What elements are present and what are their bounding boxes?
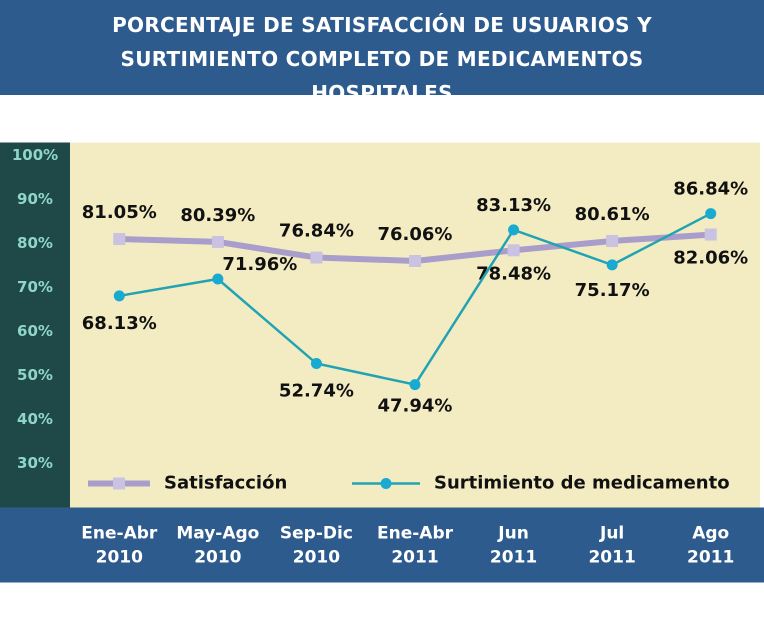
- marker: [310, 251, 323, 264]
- y-tick-label: 40%: [17, 410, 53, 428]
- y-tick-label: 90%: [17, 190, 53, 208]
- legend-marker: [113, 477, 125, 490]
- marker: [704, 228, 717, 241]
- data-label: 78.48%: [476, 263, 551, 284]
- marker: [508, 224, 520, 236]
- data-label: 76.84%: [279, 221, 354, 242]
- y-tick-label: 70%: [17, 278, 53, 296]
- marker: [606, 259, 618, 271]
- data-label: 47.94%: [378, 396, 453, 417]
- y-tick-label: 100%: [12, 146, 58, 164]
- y-tick-label: 80%: [17, 234, 53, 252]
- data-label: 71.96%: [222, 254, 297, 275]
- marker: [310, 358, 322, 370]
- chart-title: PORCENTAJE DE SATISFACCIÓN DE USUARIOS Y…: [0, 0, 764, 105]
- y-axis-band: [0, 142, 70, 508]
- y-tick-label: 30%: [17, 454, 53, 472]
- marker: [211, 235, 224, 248]
- data-label: 80.39%: [180, 205, 255, 226]
- y-tick-label: 50%: [17, 366, 53, 384]
- chart: 30%40%50%60%70%80%90%100%Ene-Abr 2010May-…: [0, 142, 764, 583]
- marker: [507, 244, 520, 257]
- marker: [606, 234, 619, 247]
- data-label: 82.06%: [673, 248, 748, 269]
- marker: [409, 254, 421, 267]
- data-label: 68.13%: [82, 313, 157, 334]
- data-label: 80.61%: [575, 204, 650, 225]
- data-label: 81.05%: [82, 202, 157, 223]
- data-label: 83.13%: [476, 195, 551, 216]
- marker: [705, 208, 717, 220]
- legend-label: Surtimiento de medicamento: [434, 473, 730, 494]
- x-axis-band: [0, 507, 764, 583]
- data-label: 75.17%: [575, 280, 650, 301]
- marker: [212, 273, 224, 285]
- y-tick-label: 60%: [17, 322, 53, 340]
- marker: [409, 379, 421, 391]
- plot-area: [70, 142, 760, 508]
- legend-label: Satisfacción: [164, 473, 287, 494]
- data-label: 86.84%: [673, 179, 748, 200]
- data-label: 52.74%: [279, 381, 354, 402]
- marker: [113, 233, 126, 246]
- data-label: 76.06%: [378, 224, 453, 245]
- legend-marker: [380, 478, 392, 489]
- marker: [113, 290, 125, 302]
- page: {"chart_data": { "type": "line", "title"…: [0, 0, 764, 583]
